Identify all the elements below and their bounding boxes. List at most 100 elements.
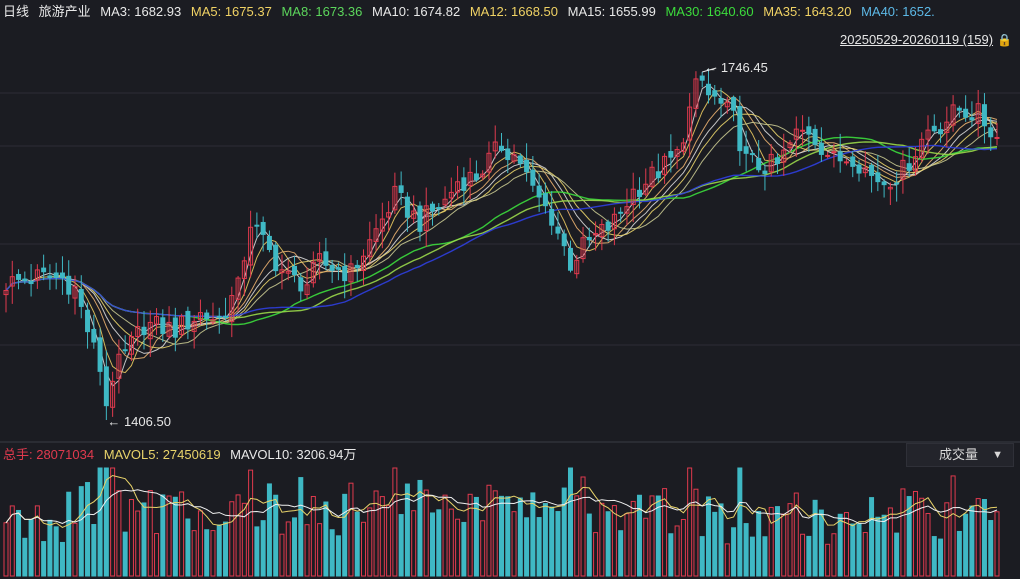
volume-bar bbox=[480, 520, 486, 577]
volume-bar bbox=[511, 511, 517, 577]
volume-bar bbox=[455, 518, 461, 577]
candle-body bbox=[963, 108, 969, 118]
volume-bar bbox=[97, 467, 103, 577]
candle-body bbox=[361, 255, 367, 272]
candle-body bbox=[938, 129, 944, 135]
volume-bar bbox=[229, 501, 235, 577]
volume-bar bbox=[141, 502, 147, 577]
volume-bar bbox=[235, 494, 241, 577]
volume-bar bbox=[185, 518, 191, 577]
volume-bar bbox=[273, 494, 279, 577]
volume-bar bbox=[241, 502, 247, 577]
period-label[interactable]: 日线 bbox=[3, 4, 30, 19]
candle-body bbox=[636, 189, 642, 197]
candle-body bbox=[191, 320, 197, 332]
volume-bar bbox=[549, 506, 555, 577]
candle-body bbox=[605, 221, 611, 231]
volume-bar bbox=[906, 496, 912, 577]
ma12-label: MA12: 1668.50 bbox=[469, 4, 559, 19]
total-volume: 总手: 28071034 bbox=[3, 447, 95, 462]
candle-body bbox=[574, 259, 580, 275]
candle-body bbox=[505, 148, 511, 161]
candle-body bbox=[91, 328, 97, 343]
candle-body bbox=[72, 285, 78, 299]
candle-body bbox=[329, 264, 335, 271]
volume-bar bbox=[800, 533, 806, 577]
date-range-selector[interactable]: 20250529-20260119 (159) 🔒 bbox=[840, 32, 1012, 47]
date-range-label[interactable]: 20250529-20260119 (159) bbox=[840, 32, 994, 47]
volume-bar bbox=[304, 524, 310, 577]
volume-bar bbox=[448, 508, 454, 577]
candle-body bbox=[536, 185, 542, 198]
volume-bar bbox=[662, 488, 668, 577]
candle-body bbox=[693, 78, 699, 109]
volume-bar bbox=[887, 507, 893, 577]
lock-icon[interactable]: 🔒 bbox=[997, 33, 1012, 47]
volume-bar bbox=[59, 541, 65, 577]
ma-line-MA30 bbox=[5, 136, 998, 326]
indicator-dropdown-label: 成交量 bbox=[939, 447, 979, 462]
volume-bar bbox=[28, 519, 34, 577]
volume-bar bbox=[436, 509, 442, 577]
candle-body bbox=[743, 146, 749, 154]
candle-body bbox=[925, 129, 931, 140]
volume-bar bbox=[248, 469, 254, 577]
candle-body bbox=[9, 276, 15, 287]
candle-body bbox=[988, 127, 994, 138]
candle-body bbox=[273, 244, 279, 272]
candle-body bbox=[542, 193, 548, 207]
volume-bar bbox=[379, 496, 385, 577]
volume-bar bbox=[9, 505, 15, 577]
candle-body bbox=[323, 251, 329, 266]
volume-bar bbox=[317, 523, 323, 577]
mavol5-label: MAVOL5: 27450619 bbox=[103, 447, 221, 462]
candle-body bbox=[618, 211, 624, 214]
volume-bar bbox=[34, 505, 40, 577]
candle-body bbox=[731, 97, 737, 111]
volume-bar bbox=[881, 514, 887, 577]
volume-bar bbox=[442, 494, 448, 577]
volume-bar bbox=[674, 525, 680, 577]
volume-bar bbox=[699, 536, 705, 577]
volume-bar bbox=[254, 526, 260, 577]
candle-body bbox=[34, 269, 40, 281]
indicator-dropdown[interactable]: 成交量 ▼ bbox=[906, 443, 1014, 467]
candle-body bbox=[310, 261, 316, 284]
volume-bar bbox=[78, 486, 84, 577]
volume-bar bbox=[473, 496, 479, 577]
candle-body bbox=[800, 129, 806, 132]
volume-bar bbox=[818, 509, 824, 577]
candle-body bbox=[561, 233, 567, 247]
candle-body bbox=[467, 171, 473, 187]
volume-bar bbox=[724, 543, 730, 577]
candle-body bbox=[260, 221, 266, 235]
candle-body bbox=[304, 284, 310, 296]
volume-bar bbox=[956, 530, 962, 577]
volume-header: 总手: 28071034 MAVOL5: 27450619 MAVOL10: 3… bbox=[3, 446, 362, 464]
candle-body bbox=[900, 159, 906, 180]
indicator-header: 日线 旅游产业 MA3: 1682.93 MA5: 1675.37 MA8: 1… bbox=[0, 0, 1020, 26]
volume-bar bbox=[925, 512, 931, 577]
candle-body bbox=[843, 161, 849, 164]
candle-body bbox=[179, 315, 185, 335]
candle-body bbox=[223, 315, 229, 319]
candle-body bbox=[812, 128, 818, 145]
candle-body bbox=[549, 208, 555, 226]
ma8-label: MA8: 1673.36 bbox=[281, 4, 363, 19]
candle-body bbox=[567, 247, 573, 271]
candle-body bbox=[78, 289, 84, 307]
candle-body bbox=[66, 275, 72, 295]
volume-bar bbox=[649, 495, 655, 577]
candle-body bbox=[699, 75, 705, 81]
candle-body bbox=[517, 155, 523, 164]
volume-bar bbox=[919, 497, 925, 577]
candle-body bbox=[969, 117, 975, 121]
candle-body bbox=[705, 83, 711, 96]
volume-bar bbox=[335, 535, 341, 577]
ma-line-MA40 bbox=[5, 144, 998, 318]
candle-body bbox=[492, 141, 498, 152]
volume-bar bbox=[875, 516, 881, 577]
candle-body bbox=[455, 181, 461, 193]
volume-bar bbox=[524, 517, 530, 577]
